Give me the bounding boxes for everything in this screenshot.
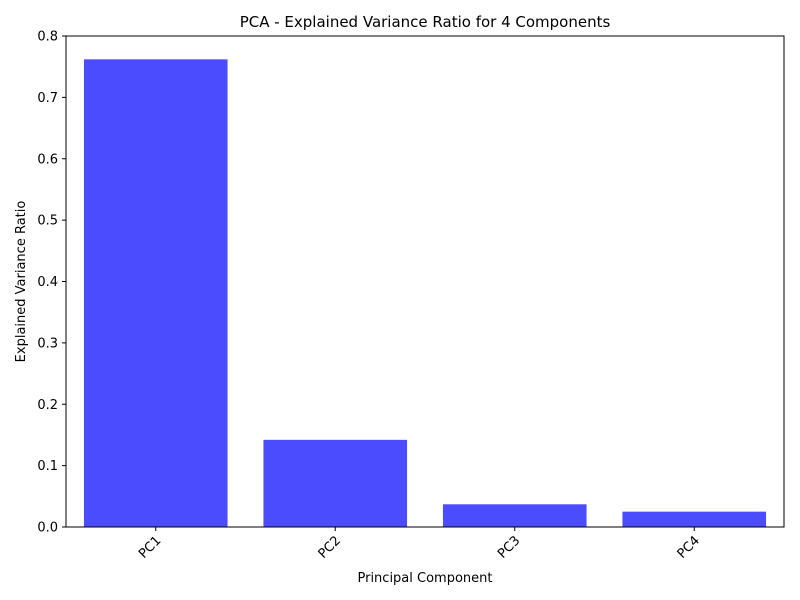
y-tick-label: 0.8 xyxy=(37,30,58,45)
bar-pc3 xyxy=(442,504,587,527)
y-tick-label: 0.6 xyxy=(37,152,58,167)
bar-pc1 xyxy=(83,59,228,527)
plot-frame xyxy=(65,35,785,528)
y-tick-label: 0.4 xyxy=(37,275,58,290)
y-axis-label: Explained Variance Ratio xyxy=(14,201,29,363)
x-tick-label: PC2 xyxy=(316,533,344,561)
bar-pc4 xyxy=(622,511,767,527)
y-tick-label: 0.7 xyxy=(37,91,58,106)
chart-title: PCA - Explained Variance Ratio for 4 Com… xyxy=(240,13,611,31)
y-tick-label: 0.0 xyxy=(37,521,58,536)
x-tick-label: PC4 xyxy=(675,533,703,561)
y-tick-label: 0.3 xyxy=(37,336,58,351)
y-tick-label: 0.2 xyxy=(37,398,58,413)
bar-pc2 xyxy=(263,439,408,527)
x-tick-label: PC1 xyxy=(136,533,164,561)
x-axis: PC1 PC2 PC3 PC4 xyxy=(136,527,703,562)
y-axis: 0.0 0.1 0.2 0.3 0.4 0.5 0.6 0.7 0.8 xyxy=(37,30,66,536)
y-tick-label: 0.5 xyxy=(37,214,58,229)
x-axis-label: Principal Component xyxy=(357,571,492,586)
bars-group xyxy=(83,59,767,527)
y-tick-label: 0.1 xyxy=(37,459,58,474)
x-tick-label: PC3 xyxy=(495,533,523,561)
